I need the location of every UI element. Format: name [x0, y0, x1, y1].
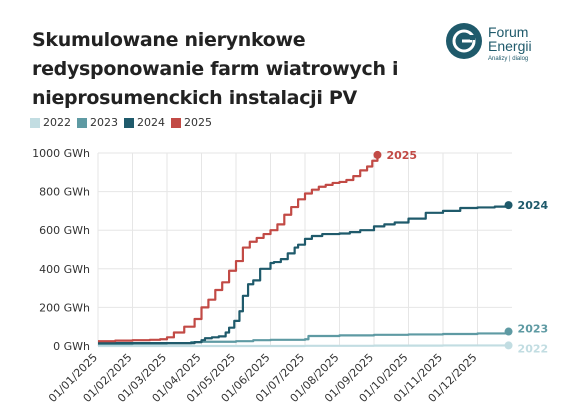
legend-label: 2023 [90, 116, 118, 129]
series-end-point-2025 [373, 150, 382, 159]
title-line-2: redysponowanie farm wiatrowych i [32, 58, 399, 80]
y-tick-label: 600 GWh [39, 224, 90, 237]
y-tick-label: 1000 GWh [32, 147, 90, 160]
series-end-point-2024 [504, 201, 513, 210]
legend-swatch [171, 117, 181, 128]
legend-item-2023: 2023 [77, 116, 118, 129]
y-tick-label: 800 GWh [39, 186, 90, 199]
forum-energii-logo: Forum Energii Analizy | dialog [446, 22, 556, 68]
title-line-1: Skumulowane nierynkowe [32, 29, 306, 51]
legend-item-2025: 2025 [171, 116, 212, 129]
logo-emblem-icon [446, 23, 482, 59]
y-tick-label: 200 GWh [39, 301, 90, 314]
logo-wordmark: Forum Energii [488, 25, 532, 53]
legend-swatch [30, 117, 40, 128]
series-end-label-2023: 2023 [518, 323, 549, 336]
y-tick-label: 0 GWh [53, 340, 90, 353]
chart-legend: 2022 2023 2024 2025 [30, 116, 212, 129]
logo-name-line-1: Forum [488, 24, 529, 40]
legend-swatch [77, 117, 87, 128]
legend-swatch [124, 117, 134, 128]
y-tick-label: 400 GWh [39, 263, 90, 276]
legend-label: 2025 [184, 116, 212, 129]
series-line-2024 [98, 205, 510, 345]
legend-label: 2022 [43, 116, 71, 129]
legend-label: 2024 [137, 116, 165, 129]
logo-name-line-2: Energii [488, 38, 532, 54]
chart-title: Skumulowane nierynkowe redysponowanie fa… [32, 26, 412, 113]
series-line-2025 [98, 154, 379, 343]
logo-tagline: Analizy | dialog [488, 56, 529, 62]
series-end-label-2025: 2025 [386, 149, 417, 162]
series-end-label-2024: 2024 [518, 199, 549, 212]
series-end-label-2022: 2022 [518, 342, 549, 355]
series-line-2022 [98, 344, 509, 348]
series-end-point-2023 [504, 327, 513, 336]
legend-item-2022: 2022 [30, 116, 71, 129]
series-end-point-2022 [504, 341, 513, 350]
title-line-3: nieprosumenckich instalacji PV [32, 87, 357, 109]
legend-item-2024: 2024 [124, 116, 165, 129]
